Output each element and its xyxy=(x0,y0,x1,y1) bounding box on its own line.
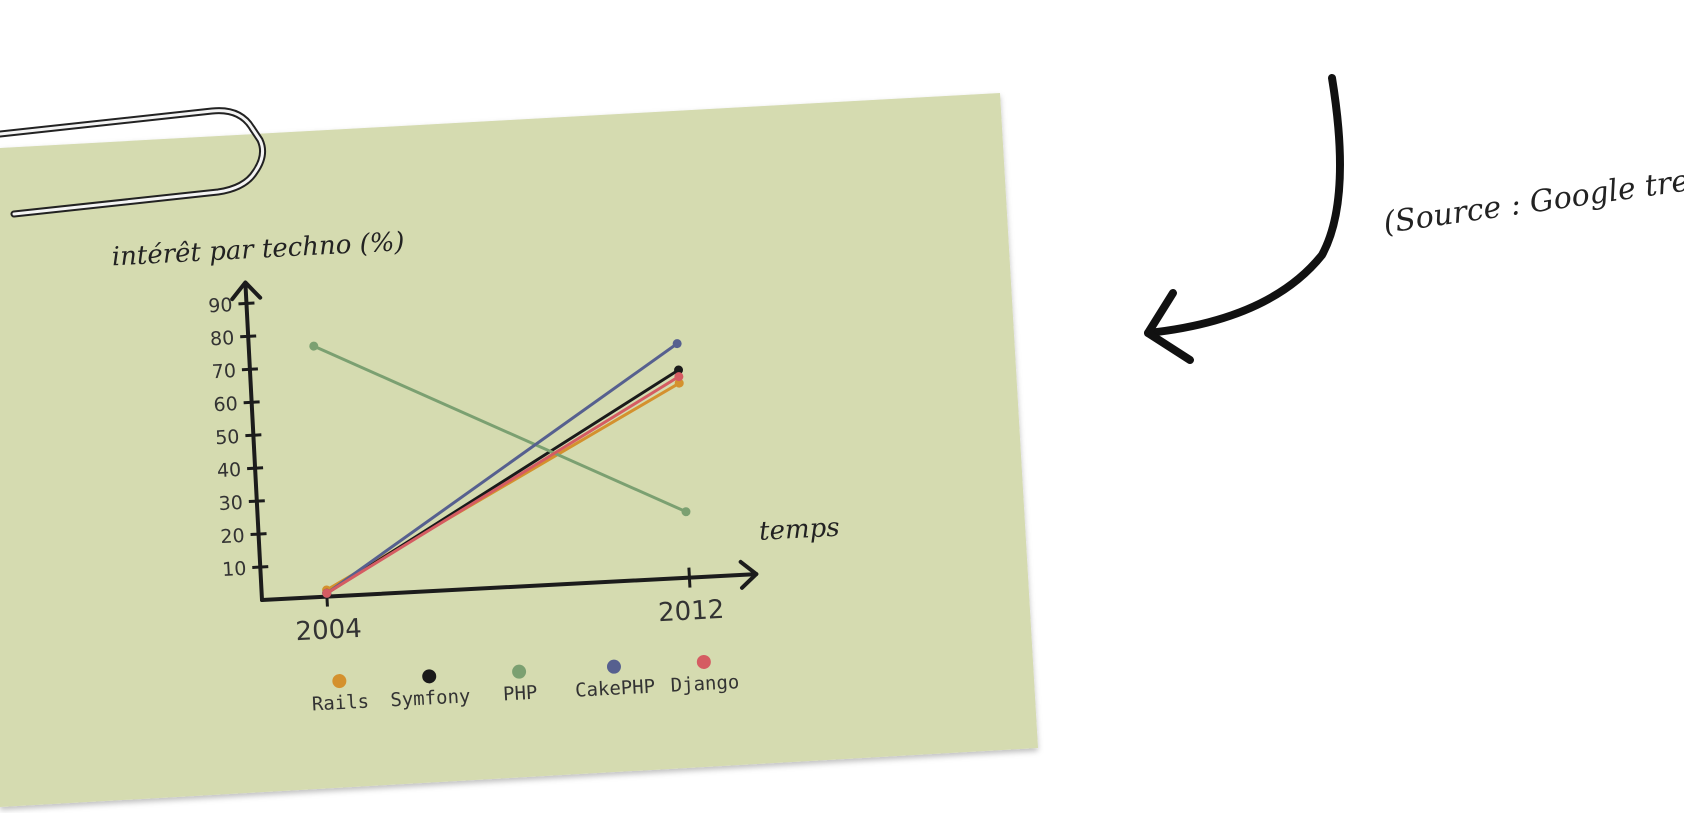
data-point-django xyxy=(322,588,332,598)
x-tick xyxy=(687,567,692,588)
y-tick-label: 10 xyxy=(222,558,247,581)
y-tick-label: 50 xyxy=(215,426,240,449)
data-point-symfony xyxy=(674,365,684,375)
source-annotation: (Source : Google trend) xyxy=(1381,156,1684,241)
x-ticks: 2004 2012 xyxy=(295,567,725,647)
y-tick xyxy=(250,532,267,537)
x-axis xyxy=(260,572,759,602)
legend-label-django: Django xyxy=(670,671,740,697)
y-tick xyxy=(252,565,269,569)
y-tick-label: 20 xyxy=(220,525,245,548)
legend-label-rails: Rails xyxy=(311,691,369,716)
y-tick-label: 90 xyxy=(208,294,233,317)
y-ticks: 10 20 30 40 50 60 70 80 90 xyxy=(208,294,269,581)
series-line-django xyxy=(325,375,681,595)
data-point-cakephp xyxy=(672,339,682,349)
series-lines xyxy=(309,339,691,598)
y-tick xyxy=(248,499,265,504)
legend-label-php: PHP xyxy=(503,682,538,706)
x-axis-label: temps xyxy=(758,513,840,547)
series-line-cakephp xyxy=(325,342,679,595)
data-point-rails xyxy=(674,378,684,388)
legend-swatch-symfony xyxy=(422,669,437,684)
y-tick xyxy=(245,433,262,438)
y-tick-label: 40 xyxy=(216,459,241,482)
x-tick-label: 2012 xyxy=(657,595,725,628)
legend-label-cakephp: CakePHP xyxy=(575,676,656,702)
data-point-django xyxy=(674,372,684,382)
y-tick xyxy=(243,400,260,405)
legend-swatch-php xyxy=(512,664,527,679)
y-tick xyxy=(247,466,264,471)
series-line-php xyxy=(312,344,688,514)
legend-swatch-django xyxy=(696,654,711,669)
legend-swatch-rails xyxy=(332,674,347,689)
curved-arrow-icon xyxy=(1144,74,1344,364)
x-tick-label: 2004 xyxy=(295,614,363,647)
y-tick xyxy=(240,334,257,339)
data-point-php xyxy=(309,341,319,351)
y-tick-label: 30 xyxy=(218,492,243,515)
y-axis-arrow-icon xyxy=(230,280,263,302)
data-point-php xyxy=(681,507,691,517)
note-card xyxy=(0,93,1038,807)
paperclip-icon xyxy=(0,107,267,218)
y-tick xyxy=(238,301,255,306)
y-tick-label: 80 xyxy=(210,327,235,350)
x-axis-arrow-icon xyxy=(738,559,759,590)
legend: Rails Symfony PHP CakePHP Django xyxy=(311,654,740,716)
y-tick xyxy=(241,367,258,372)
y-tick-label: 60 xyxy=(213,393,238,416)
legend-label-symfony: Symfony xyxy=(390,685,471,711)
legend-swatch-cakephp xyxy=(606,659,621,674)
y-tick-label: 70 xyxy=(211,360,236,383)
